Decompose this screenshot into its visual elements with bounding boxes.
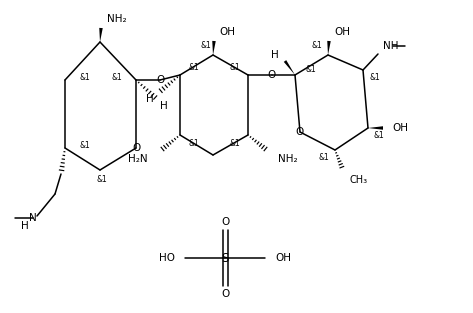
Text: &1: &1 — [200, 40, 211, 49]
Text: &1: &1 — [79, 141, 90, 150]
Text: NH₂: NH₂ — [278, 154, 298, 164]
Text: O: O — [132, 143, 140, 153]
Text: O: O — [296, 127, 304, 137]
Text: H: H — [146, 94, 154, 104]
Text: H: H — [271, 50, 279, 60]
Polygon shape — [327, 41, 331, 55]
Text: H₂N: H₂N — [128, 154, 148, 164]
Text: &1: &1 — [311, 40, 322, 49]
Text: &1: &1 — [229, 63, 240, 71]
Text: &1: &1 — [229, 138, 240, 147]
Text: O: O — [221, 217, 229, 227]
Text: HO: HO — [159, 253, 175, 263]
Text: &1: &1 — [374, 131, 385, 141]
Polygon shape — [99, 28, 103, 42]
Text: NH₂: NH₂ — [107, 14, 127, 24]
Text: O: O — [156, 75, 164, 85]
Polygon shape — [284, 60, 295, 75]
Text: OH: OH — [275, 253, 291, 263]
Text: &1: &1 — [111, 73, 122, 81]
Text: &1: &1 — [318, 153, 329, 162]
Text: &1: &1 — [79, 73, 90, 81]
Text: &1: &1 — [188, 63, 199, 71]
Text: &1: &1 — [369, 74, 380, 83]
Text: H: H — [21, 221, 29, 231]
Polygon shape — [212, 41, 216, 55]
Text: O: O — [221, 289, 229, 299]
Text: &1: &1 — [96, 175, 107, 183]
Text: N: N — [29, 213, 37, 223]
Text: O: O — [268, 70, 276, 80]
Text: OH: OH — [392, 123, 408, 133]
Polygon shape — [368, 126, 383, 130]
Text: CH₃: CH₃ — [349, 175, 367, 185]
Text: H: H — [160, 101, 168, 111]
Text: NH: NH — [383, 41, 398, 51]
Text: OH: OH — [334, 27, 350, 37]
Text: &1: &1 — [188, 138, 199, 147]
Text: OH: OH — [219, 27, 235, 37]
Text: &1: &1 — [305, 64, 316, 74]
Text: S: S — [221, 252, 228, 264]
